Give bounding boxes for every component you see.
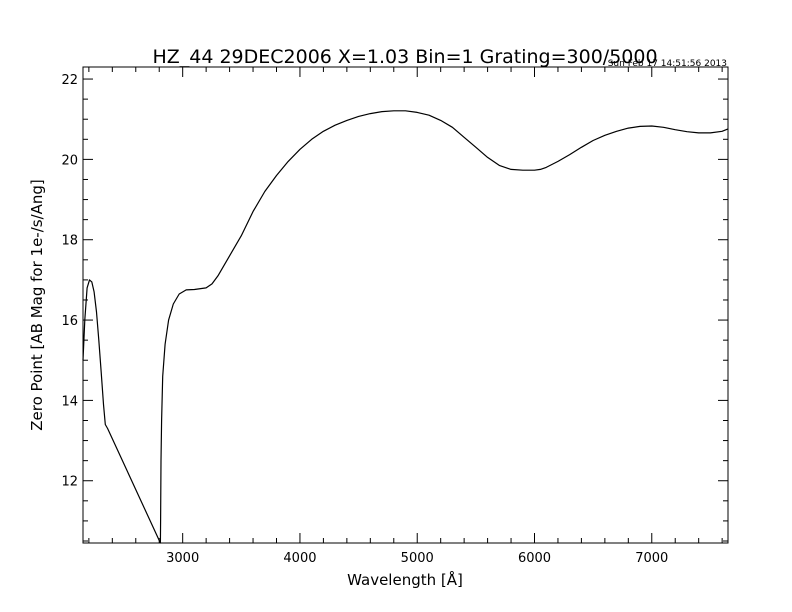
axis-tick-labels: 3000 4000 5000 6000 7000 12 14 16 18 20 22 [61, 73, 668, 566]
y-tick-label: 12 [61, 475, 78, 490]
y-tick-label: 18 [61, 234, 78, 249]
plot-frame [82, 66, 729, 544]
x-tick-label: 5000 [401, 551, 434, 566]
chart-timestamp: Sun Feb 17 14:51:56 2013 [608, 59, 727, 69]
series-line-0 [82, 110, 729, 544]
y-tick-label: 14 [61, 394, 78, 409]
x-tick-label: 6000 [518, 551, 551, 566]
y-tick-label: 16 [61, 314, 78, 329]
y-tick-label: 20 [61, 153, 78, 168]
y-tick-label: 22 [61, 73, 78, 88]
x-tick-label: 3000 [166, 551, 199, 566]
x-tick-label: 4000 [283, 551, 316, 566]
series-group [82, 110, 729, 544]
x-axis-label: Wavelength [Å] [347, 570, 463, 589]
chart-title: HZ_44 29DEC2006 X=1.03 Bin=1 Grating=300… [152, 46, 657, 68]
x-tick-label: 7000 [635, 551, 668, 566]
y-axis-label: Zero Point [AB Mag for 1e-/s/Ang] [28, 179, 46, 431]
axis-ticks [83, 67, 728, 543]
